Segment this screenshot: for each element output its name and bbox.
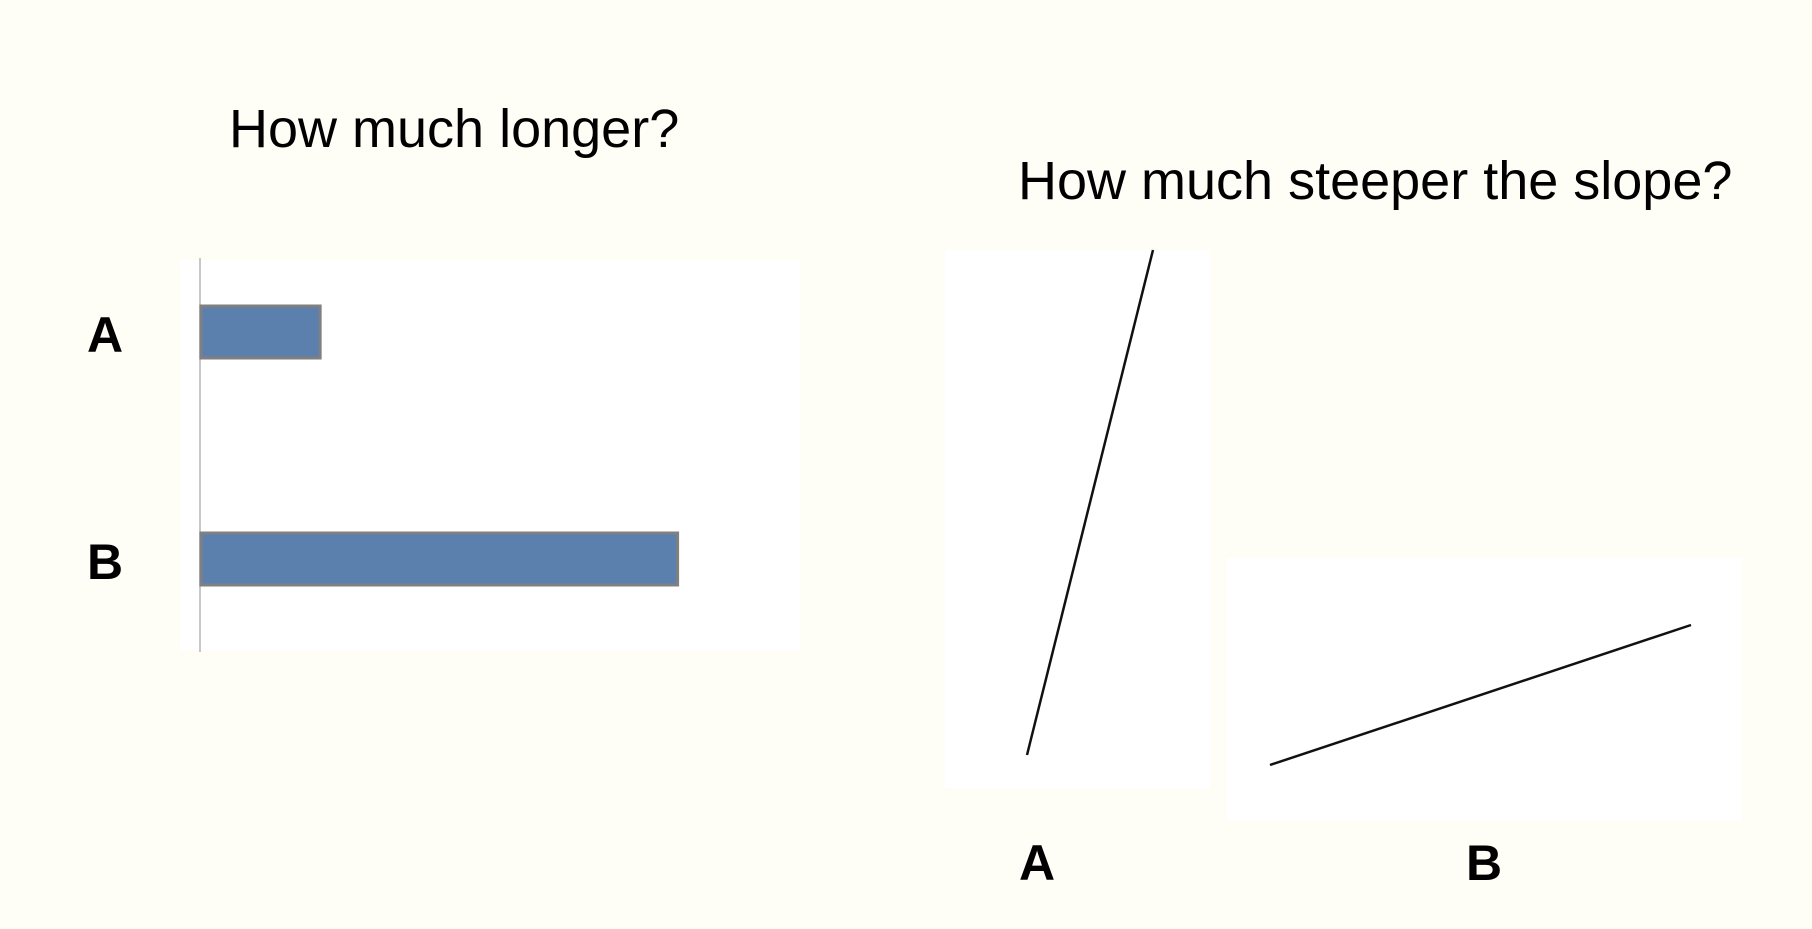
- slope-label-b: B: [1466, 838, 1502, 888]
- slope-a-plot-area: [945, 250, 1210, 788]
- bar-category-label-b: B: [87, 537, 123, 587]
- bar-chart-title: How much longer?: [229, 98, 679, 160]
- bar-chart-plot-area: [180, 260, 800, 650]
- slope-b-plot-area: [1227, 558, 1742, 820]
- slope-chart-title: How much steeper the slope?: [1018, 150, 1732, 212]
- slope-label-a: A: [1019, 838, 1055, 888]
- bar-category-label-a: A: [87, 310, 123, 360]
